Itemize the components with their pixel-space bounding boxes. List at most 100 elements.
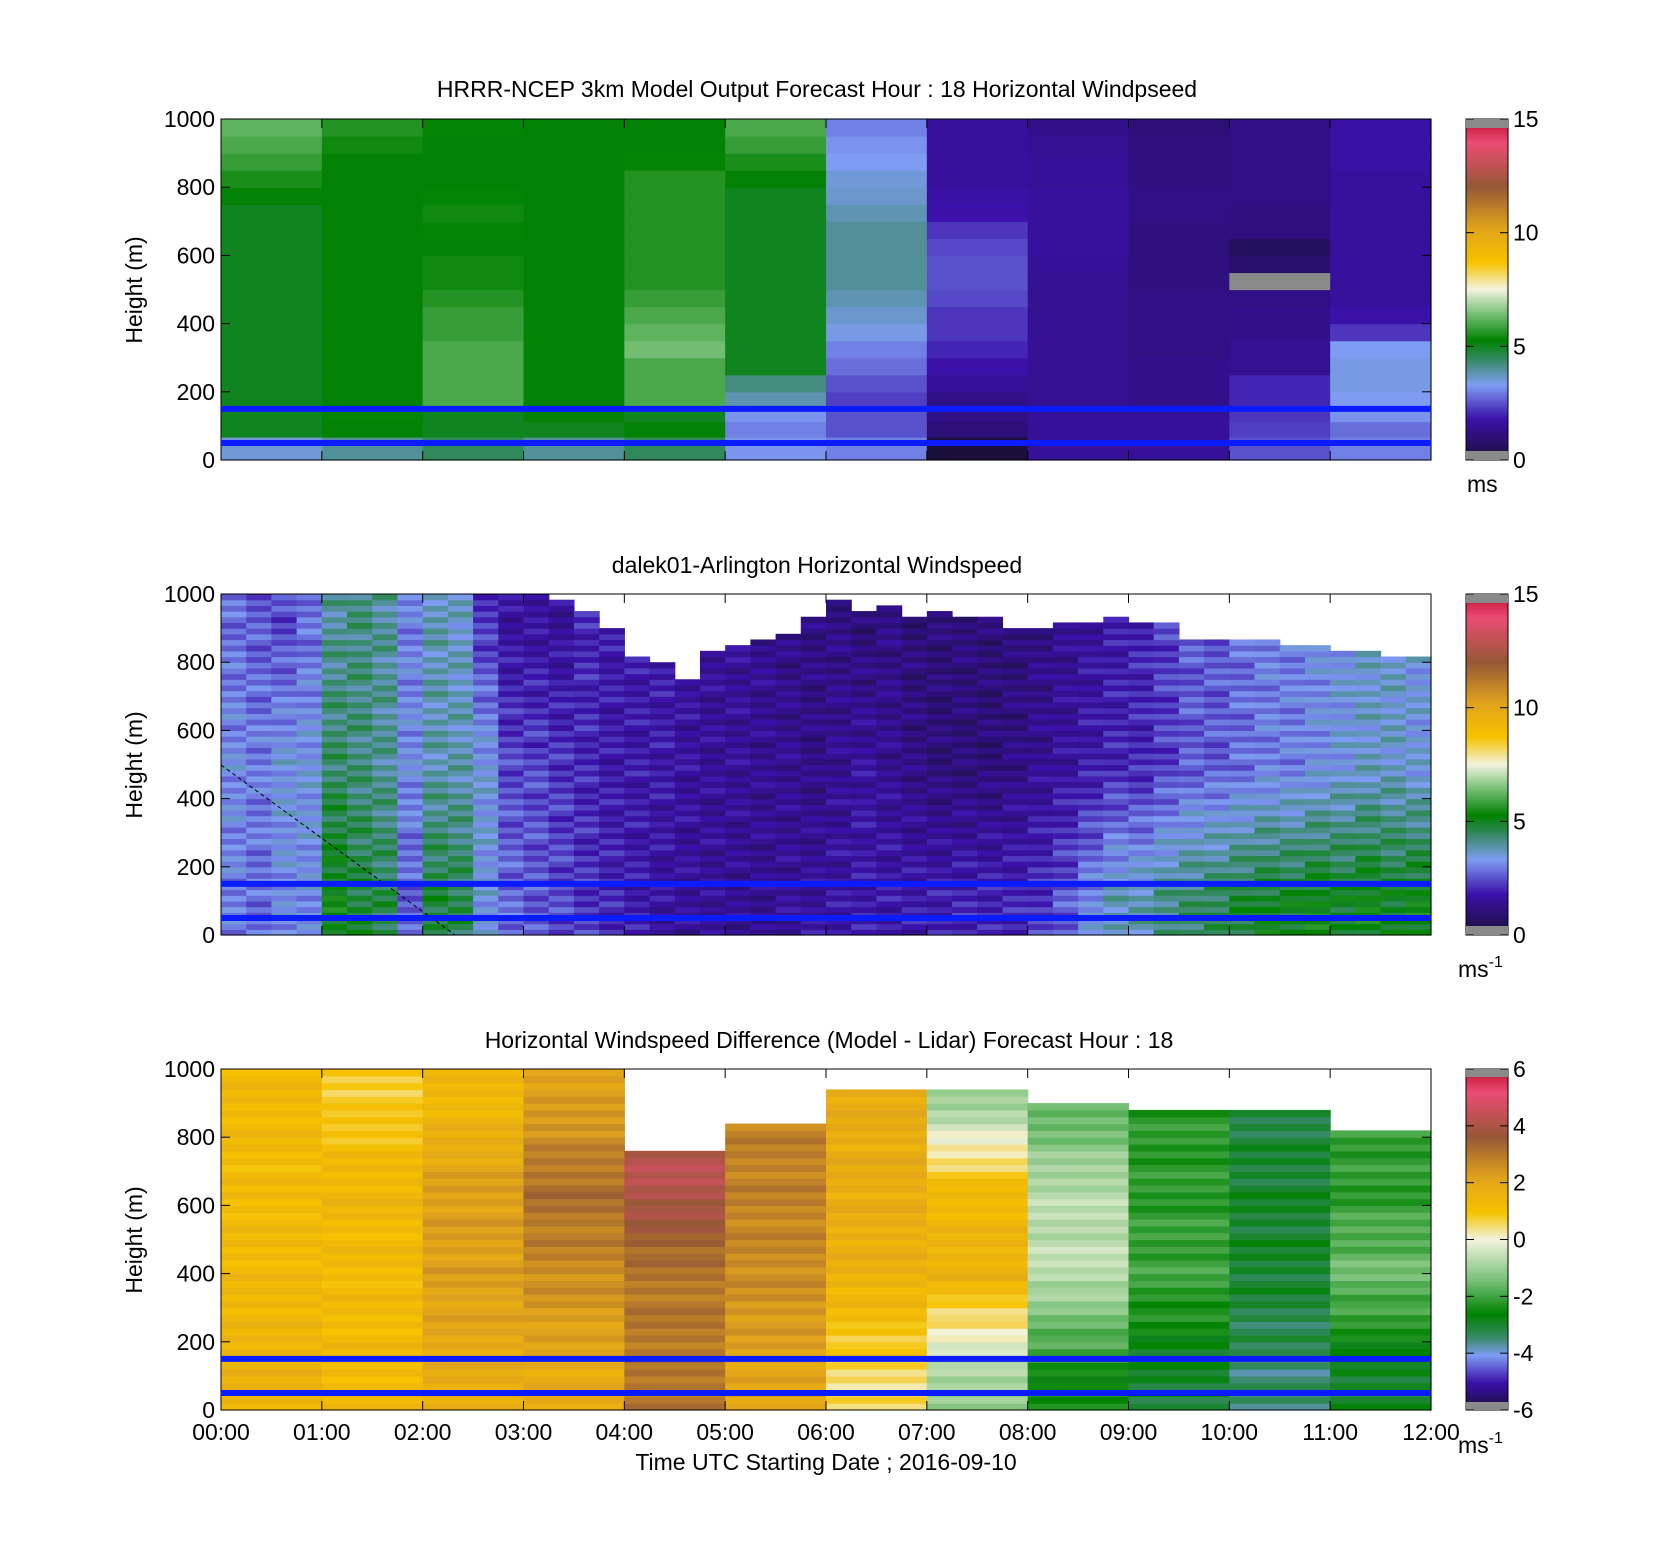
lidar-cell <box>1178 701 1205 709</box>
lidar-cell <box>397 662 424 669</box>
lidar-cell <box>1355 889 1382 896</box>
lidar-cell <box>977 696 1004 703</box>
lidar-cell <box>926 628 953 635</box>
lidar-cell <box>876 781 903 788</box>
lidar-cell <box>775 917 802 925</box>
lidar-cell <box>926 827 953 834</box>
lidar-cell <box>1355 662 1382 669</box>
model-cell <box>1128 170 1230 188</box>
lidar-cell <box>1229 747 1256 754</box>
lidar-cell <box>548 758 575 766</box>
difference-cell <box>221 1069 323 1077</box>
lidar-cell <box>725 809 751 817</box>
lidar-cell <box>699 764 726 771</box>
difference-cell <box>1330 1130 1432 1138</box>
lidar-cell <box>271 764 298 771</box>
lidar-cell <box>1078 787 1104 794</box>
model-cell <box>926 340 1029 359</box>
lidar-cell <box>1002 832 1029 839</box>
lidar-cell <box>977 639 1004 646</box>
lidar-cell <box>1330 741 1356 749</box>
lidar-cell <box>1103 684 1130 692</box>
lidar-cell <box>347 929 373 936</box>
lidar-cell <box>1204 815 1230 822</box>
difference-cell <box>1128 1328 1230 1336</box>
lidar-cell <box>977 798 1004 805</box>
lidar-cell <box>1279 889 1306 896</box>
lidar-cell <box>1405 775 1432 783</box>
lidar-cell <box>473 616 499 624</box>
lidar-cell <box>296 775 323 783</box>
difference-cell <box>725 1232 827 1241</box>
lidar-cell <box>447 895 474 902</box>
difference-cell <box>725 1294 827 1302</box>
lidar-cell <box>1330 747 1356 754</box>
lidar-cell <box>699 775 726 783</box>
difference-cell <box>321 1219 424 1227</box>
lidar-cell <box>826 792 852 800</box>
lidar-cell <box>422 599 449 606</box>
lidar-cell <box>750 719 777 726</box>
lidar-cell <box>1128 781 1155 788</box>
lidar-cell <box>573 895 600 902</box>
model-cell <box>725 357 827 376</box>
lidar-cell <box>1078 804 1104 811</box>
lidar-cell <box>624 798 651 805</box>
lidar-cell <box>573 611 600 618</box>
lidar-cell <box>1002 628 1029 635</box>
lidar-cell <box>901 724 928 731</box>
lidar-cell <box>347 747 373 754</box>
lidar-cell <box>977 883 1004 891</box>
difference-cell <box>523 1075 625 1084</box>
lidar-cell <box>699 696 726 703</box>
lidar-cell <box>397 906 424 913</box>
lidar-cell <box>372 679 399 686</box>
lidar-cell <box>952 696 978 703</box>
lidar-cell <box>447 849 474 857</box>
lidar-cell <box>599 713 625 720</box>
lidar-cell <box>1052 713 1079 720</box>
lidar-cell <box>1027 696 1054 703</box>
model-cell <box>624 153 726 171</box>
lidar-cell <box>1229 923 1256 930</box>
model-cell <box>826 391 928 410</box>
model-cell <box>826 119 928 137</box>
lidar-cell <box>1204 792 1230 800</box>
lidar-cell <box>800 844 827 851</box>
difference-cell <box>1027 1103 1130 1111</box>
difference-cell <box>1330 1198 1432 1206</box>
lidar-cell <box>548 787 575 794</box>
difference-cell <box>725 1157 827 1166</box>
lidar-cell <box>599 866 625 874</box>
lidar-cell <box>649 787 676 794</box>
difference-cell <box>422 1253 525 1261</box>
lidar-cell <box>851 770 878 777</box>
difference-cell <box>1229 1375 1331 1384</box>
lidar-cell <box>674 724 701 731</box>
lidar-cell <box>876 713 903 720</box>
difference-cell <box>523 1246 625 1254</box>
lidar-cell <box>1153 628 1180 635</box>
lidar-cell <box>901 684 928 692</box>
difference-cell <box>1027 1246 1130 1254</box>
lidar-cell <box>347 707 373 714</box>
lidar-cell <box>1254 679 1281 686</box>
lidar-cell <box>952 889 978 896</box>
lidar-cell <box>1128 724 1155 731</box>
lidar-cell <box>952 628 978 635</box>
difference-cell <box>321 1321 424 1329</box>
difference-cell <box>523 1382 625 1391</box>
panel-model-heatmap <box>221 119 1432 461</box>
lidar-cell <box>901 821 928 828</box>
x-tick-label: 05:00 <box>696 1419 754 1445</box>
lidar-cell <box>901 827 928 834</box>
lidar-cell <box>1355 866 1382 874</box>
difference-cell <box>422 1287 525 1295</box>
lidar-cell <box>271 787 298 794</box>
lidar-cell <box>321 645 348 652</box>
lidar-cell <box>699 929 726 936</box>
lidar-cell <box>321 883 348 891</box>
difference-cell <box>1027 1239 1130 1247</box>
lidar-cell <box>1128 832 1155 839</box>
lidar-cell <box>624 730 651 737</box>
